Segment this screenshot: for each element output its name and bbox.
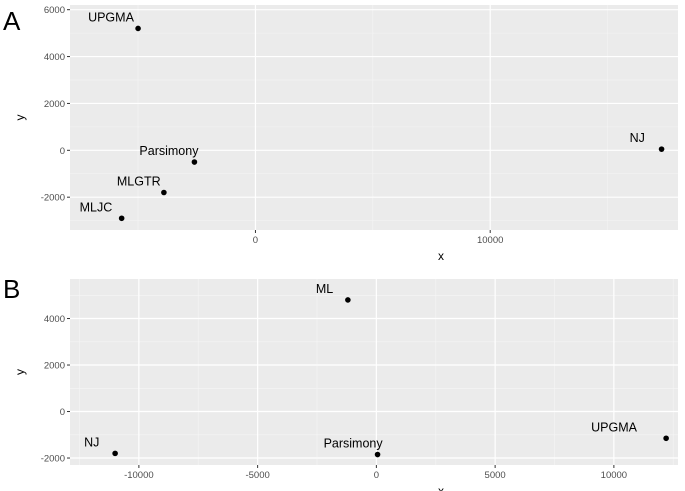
y-tick-label: 4000 bbox=[44, 314, 65, 325]
chart-panel-A: 0 10000 -2000 0 2000 4000 6000 x y A UPGMA Parsimon… bbox=[3, 5, 678, 263]
data-point-label: Parsimony bbox=[324, 437, 384, 451]
y-tick-label: 0 bbox=[60, 146, 65, 157]
data-point-label: ML bbox=[316, 282, 333, 296]
y-tick-label: 6000 bbox=[44, 5, 65, 16]
data-point bbox=[658, 146, 665, 152]
y-tick-label: 4000 bbox=[44, 52, 65, 63]
data-point-label: MLJC bbox=[80, 200, 113, 214]
y-tick-label: -2000 bbox=[41, 193, 65, 204]
y-tick-label: 2000 bbox=[44, 99, 65, 110]
plot-background bbox=[70, 5, 678, 230]
y-tick-label: 0 bbox=[60, 407, 65, 418]
x-tick-label: -5000 bbox=[245, 470, 269, 481]
data-point-label: NJ bbox=[84, 435, 99, 449]
data-point bbox=[345, 297, 351, 303]
x-tick-label: -10000 bbox=[124, 470, 154, 481]
x-tick-label: 10000 bbox=[601, 470, 627, 481]
data-point-label: Parsimony bbox=[139, 144, 199, 158]
data-point-label: MLGTR bbox=[117, 175, 161, 189]
x-tick-label: 10000 bbox=[477, 235, 503, 246]
plot-background bbox=[70, 279, 678, 465]
data-point bbox=[663, 435, 669, 442]
data-point-label: UPGMA bbox=[591, 420, 638, 434]
x-axis-title: x bbox=[438, 484, 444, 491]
y-tick-label: 2000 bbox=[44, 361, 65, 372]
panel-tag: A bbox=[3, 6, 21, 36]
x-tick-label: 0 bbox=[374, 470, 379, 481]
data-point bbox=[112, 450, 118, 457]
data-point bbox=[191, 159, 198, 165]
x-tick-label: 5000 bbox=[485, 470, 506, 481]
y-axis-title: y bbox=[13, 115, 27, 121]
data-point-label: NJ bbox=[630, 131, 645, 145]
panel-tag: B bbox=[3, 274, 20, 304]
chart-panel-B: -10000 -5000 0 5000 10000 -2000 0 2000 4000 x y B ML… bbox=[3, 274, 678, 491]
data-point-label: UPGMA bbox=[88, 10, 134, 24]
data-point bbox=[118, 215, 125, 222]
x-axis-title: x bbox=[438, 249, 444, 263]
x-tick-label: 0 bbox=[253, 235, 258, 246]
y-axis-title: y bbox=[13, 369, 27, 375]
data-point bbox=[135, 25, 141, 32]
data-point bbox=[161, 189, 167, 196]
y-tick-label: -2000 bbox=[41, 454, 65, 465]
data-point bbox=[374, 451, 381, 458]
